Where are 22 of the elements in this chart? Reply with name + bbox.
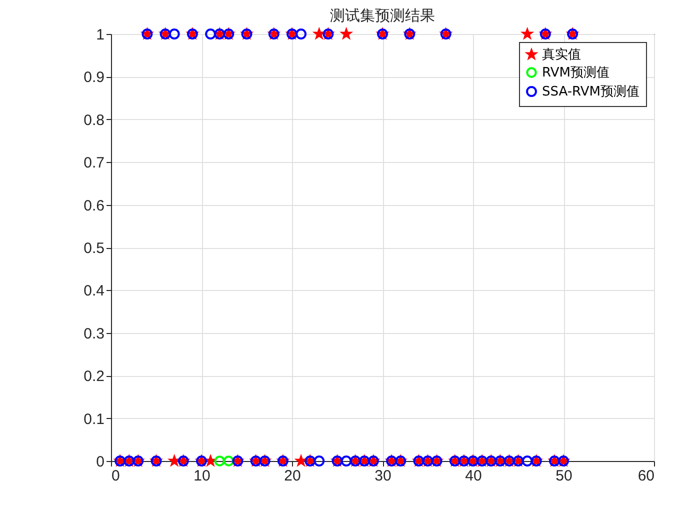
y-tick-label: 0.9 xyxy=(84,69,104,86)
y-tick-label: 0.3 xyxy=(84,325,104,342)
x-tick-label: 10 xyxy=(194,468,210,484)
y-tick-label: 0.8 xyxy=(84,112,104,129)
x-tick-label: 20 xyxy=(284,468,301,484)
y-tick-label: 1 xyxy=(96,26,104,44)
x-tick-label: 40 xyxy=(465,468,482,484)
legend-label: RVM预测值 xyxy=(542,66,610,80)
x-tick-label: 0 xyxy=(112,468,120,484)
legend-label: 真实值 xyxy=(542,48,581,62)
y-tick-label: 0.1 xyxy=(84,410,104,428)
x-tick-label: 60 xyxy=(638,468,654,484)
y-tick-label: 0.4 xyxy=(84,282,104,300)
y-tick-label: 0.2 xyxy=(84,368,104,386)
y-tick-label: 0.6 xyxy=(84,197,104,214)
chart-title: 测试集预测结果 xyxy=(330,6,435,25)
y-tick-label: 0.5 xyxy=(84,240,104,257)
legend-label: SSA-RVM预测值 xyxy=(542,84,640,100)
y-tick-label: 0.7 xyxy=(84,154,104,172)
x-tick-label: 30 xyxy=(374,468,392,484)
y-tick-label: 0 xyxy=(96,454,104,470)
x-tick-label: 50 xyxy=(556,468,572,484)
